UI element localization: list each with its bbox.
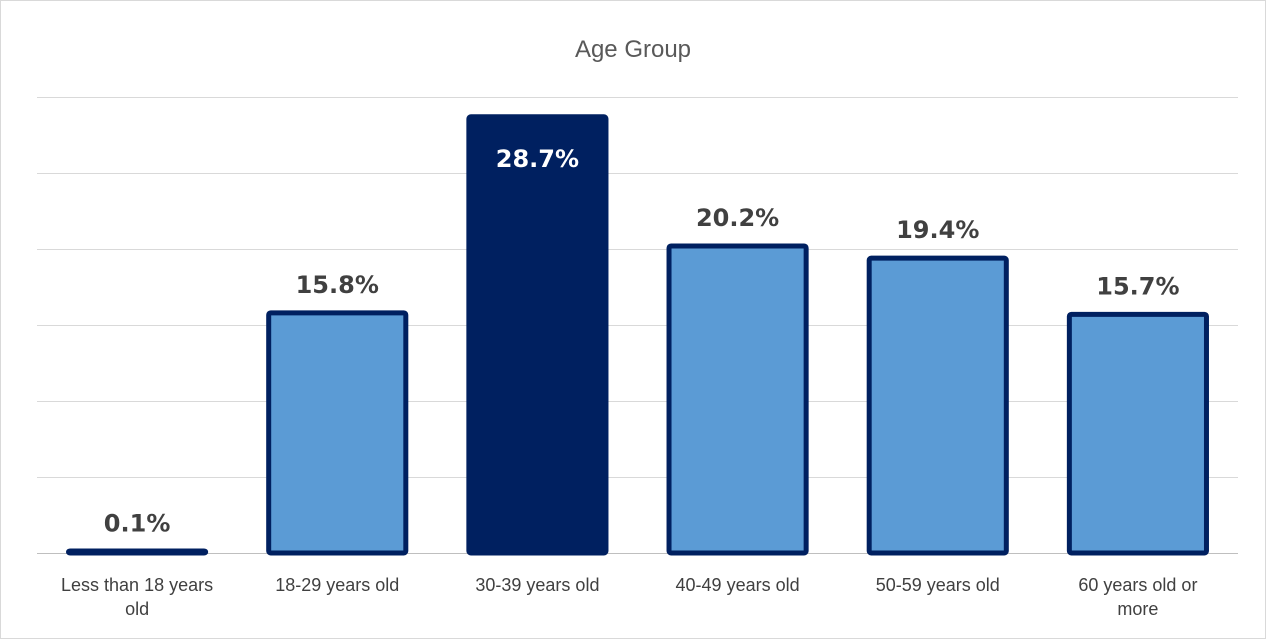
chart-title: Age Group — [575, 36, 691, 63]
x-tick-labels: Less than 18 years old 18-29 years old 30-3… — [61, 575, 1197, 619]
x-tick-label-line: 40-49 years old — [676, 575, 800, 595]
x-tick-label-line: more — [1117, 599, 1158, 619]
x-tick-label: 18-29 years old — [275, 575, 399, 595]
x-tick-label: 30-39 years old — [475, 575, 599, 595]
bar — [666, 243, 809, 556]
x-tick-label: Less than 18 years old — [61, 575, 213, 619]
data-labels: 0.1% 15.8% 28.7% 20.2% 19.4% 15.7% — [104, 145, 1180, 538]
bar — [66, 548, 209, 556]
bars — [66, 114, 1209, 556]
x-tick-label-line: 60 years old or — [1078, 575, 1197, 595]
bar — [266, 310, 409, 556]
x-tick-label-line: Less than 18 years — [61, 575, 213, 595]
bar — [866, 255, 1009, 556]
x-tick-label-line: old — [125, 599, 149, 619]
x-tick-label-line: 50-59 years old — [876, 575, 1000, 595]
data-label: 15.8% — [296, 271, 379, 299]
data-label: 19.4% — [896, 216, 979, 244]
x-tick-label: 50-59 years old — [876, 575, 1000, 595]
x-tick-label: 40-49 years old — [676, 575, 800, 595]
data-label: 0.1% — [104, 509, 171, 537]
bar — [1066, 311, 1209, 556]
x-tick-label-line: 18-29 years old — [275, 575, 399, 595]
data-label: 28.7% — [496, 145, 579, 173]
data-label: 15.7% — [1096, 272, 1179, 300]
bar — [466, 114, 609, 556]
data-label: 20.2% — [696, 204, 779, 232]
gridlines — [37, 97, 1238, 554]
x-tick-label-line: 30-39 years old — [475, 575, 599, 595]
x-tick-label: 60 years old or more — [1078, 575, 1197, 619]
